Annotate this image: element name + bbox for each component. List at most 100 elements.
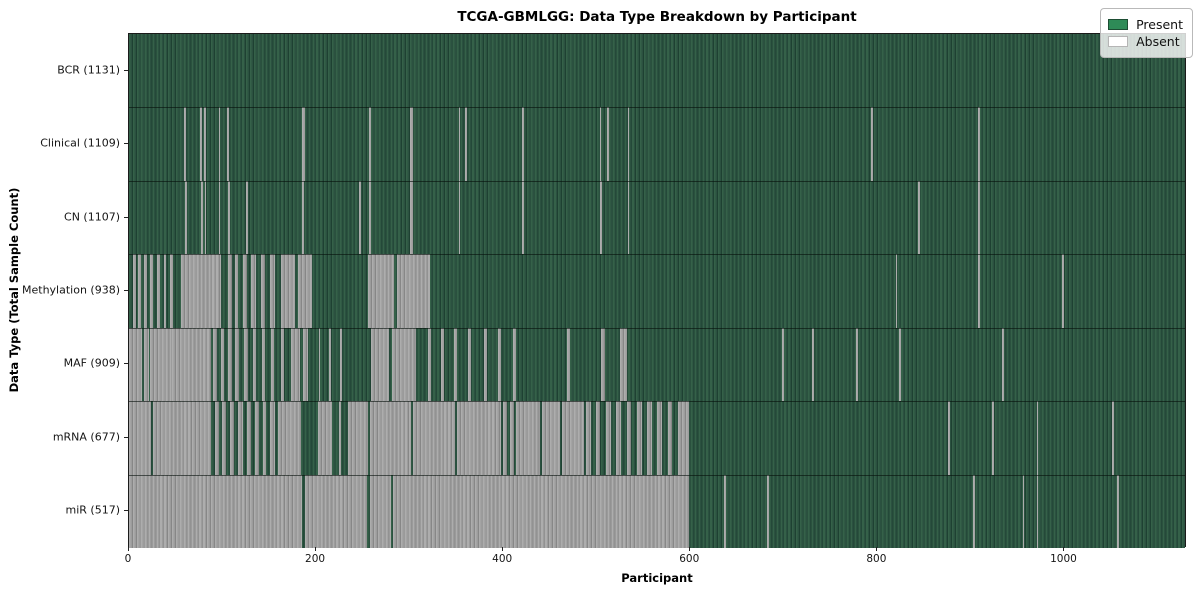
absent-segment — [917, 180, 920, 255]
absent-segment — [170, 254, 173, 328]
absent-segment — [143, 254, 147, 328]
absent-segment — [227, 180, 230, 255]
absent-segment — [456, 401, 501, 475]
absent-segment — [129, 327, 143, 402]
absent-segment — [370, 327, 390, 402]
absent-segment — [213, 327, 217, 402]
row-separator — [129, 254, 1185, 256]
absent-segment — [301, 180, 304, 255]
absent-segment — [301, 107, 305, 181]
x-tick-mark — [689, 547, 691, 551]
absent-segment — [606, 401, 611, 475]
absent-segment — [229, 401, 235, 475]
absent-segment — [369, 474, 392, 548]
absent-segment — [453, 327, 457, 402]
absent-segment — [616, 401, 622, 475]
absent-segment — [243, 327, 248, 402]
absent-segment — [465, 107, 467, 181]
absent-segment — [129, 474, 302, 548]
y-tick-mark — [124, 216, 128, 218]
absent-segment — [600, 327, 606, 402]
absent-segment — [497, 327, 501, 402]
y-tick-label-mir: miR (517) — [65, 503, 121, 517]
y-tick-label-bcr: BCR (1131) — [57, 63, 120, 77]
legend-label: Present — [1136, 17, 1183, 32]
absent-segment — [150, 254, 154, 328]
x-tick-label-0: 0 — [124, 553, 132, 565]
absent-segment — [856, 327, 859, 402]
absent-segment — [667, 401, 673, 475]
absent-segment — [566, 327, 570, 402]
absent-segment — [595, 401, 601, 475]
absent-segment — [181, 254, 222, 328]
x-tick-mark — [315, 547, 317, 551]
absent-segment — [163, 254, 167, 328]
absent-segment — [328, 327, 331, 402]
absent-segment — [339, 401, 341, 475]
absent-segment — [647, 401, 652, 475]
absent-segment — [138, 254, 142, 328]
x-axis-label: Participant — [621, 571, 693, 585]
absent-segment — [302, 327, 309, 402]
row-bcr — [129, 34, 1185, 108]
y-tick-mark — [124, 510, 128, 512]
absent-segment — [269, 254, 275, 328]
absent-segment — [291, 327, 300, 402]
absent-segment — [1112, 401, 1115, 475]
absent-segment — [627, 107, 630, 181]
absent-segment — [620, 327, 627, 402]
absent-segment — [947, 401, 950, 475]
absent-segment — [412, 401, 455, 475]
y-tick-mark — [124, 290, 128, 291]
y-tick-label-methylation: Methylation (938) — [22, 283, 120, 297]
absent-segment — [184, 107, 186, 181]
absent-segment — [766, 474, 769, 548]
absent-segment — [627, 180, 630, 255]
absent-segment — [483, 327, 487, 402]
absent-segment — [512, 327, 516, 402]
absent-segment — [214, 401, 219, 475]
y-tick-mark — [124, 143, 128, 145]
absent-segment — [895, 254, 898, 328]
absent-segment — [678, 401, 690, 475]
y-tick-label-maf: MAF (909) — [63, 356, 120, 370]
absent-segment — [599, 107, 602, 181]
absent-segment — [358, 180, 361, 255]
absent-segment — [304, 474, 368, 548]
x-tick-mark — [128, 547, 129, 551]
absent-segment — [626, 401, 632, 475]
x-tick-mark — [876, 547, 878, 551]
absent-segment — [410, 180, 413, 255]
absent-segment — [393, 474, 690, 548]
row-clinical — [129, 107, 1185, 181]
row-separator — [129, 327, 1185, 329]
absent-segment — [260, 254, 266, 328]
absent-segment — [318, 327, 321, 402]
absent-segment — [278, 401, 301, 475]
absent-segment — [458, 180, 461, 255]
row-mir — [129, 474, 1185, 548]
absent-segment — [270, 327, 274, 402]
absent-segment — [220, 327, 225, 402]
absent-segment — [1022, 474, 1025, 548]
absent-segment — [234, 254, 239, 328]
x-tick-label-1000: 1000 — [1050, 553, 1077, 565]
absent-segment — [200, 180, 203, 255]
absent-segment — [185, 180, 187, 255]
absent-segment — [467, 327, 471, 402]
absent-segment — [657, 401, 663, 475]
x-tick-mark — [502, 547, 504, 551]
y-tick-label-clinical: Clinical (1109) — [40, 136, 120, 150]
absent-segment — [1001, 327, 1004, 402]
legend-item-absent: Absent — [1108, 34, 1183, 49]
present-swatch-icon — [1108, 19, 1129, 30]
absent-segment — [440, 327, 444, 402]
absent-segment — [340, 327, 342, 402]
absent-segment — [368, 254, 395, 328]
absent-segment — [369, 401, 411, 475]
absent-segment — [509, 401, 514, 475]
absent-segment — [991, 401, 994, 475]
absent-segment — [427, 327, 431, 402]
plot-area — [128, 33, 1186, 548]
row-cn — [129, 180, 1185, 255]
